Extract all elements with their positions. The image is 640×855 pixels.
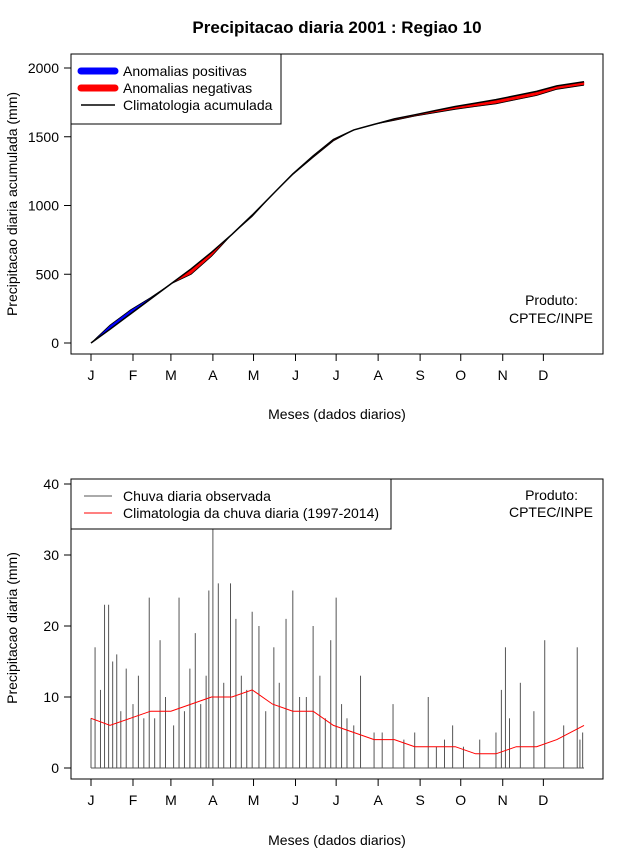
bottom-y-tick-label: 20: [43, 618, 59, 634]
bottom-x-tick-label: J: [292, 792, 299, 808]
daily-climatology-line: [91, 690, 584, 754]
bottom-x-tick-label: A: [208, 792, 218, 808]
top-annotation-line1: Produto:: [525, 292, 578, 308]
bottom-x-tick-label: S: [415, 792, 424, 808]
bottom-x-tick-label: O: [455, 792, 466, 808]
legend-positive-label: Anomalias positivas: [123, 63, 247, 79]
bottom-y-tick-label: 40: [43, 476, 59, 492]
top-annotation-line2: CPTEC/INPE: [509, 310, 593, 326]
top-x-tick-label: S: [415, 367, 424, 383]
bottom-y-tick-label: 30: [43, 547, 59, 563]
bottom-legend: Chuva diaria observada Climatologia da c…: [71, 479, 391, 529]
top-y-tick-label: 1000: [28, 198, 59, 214]
legend-daily-climatology-label: Climatologia da chuva diaria (1997-2014): [123, 505, 379, 521]
top-y-axis-label: Precipitacao diaria acumulada (mm): [4, 92, 20, 316]
bottom-annotation-line1: Produto:: [525, 487, 578, 503]
top-x-tick-label: J: [333, 367, 340, 383]
legend-observed-label: Chuva diaria observada: [123, 488, 271, 504]
bottom-x-tick-label: J: [333, 792, 340, 808]
bottom-x-tick-label: N: [498, 792, 508, 808]
top-x-tick-label: F: [129, 367, 138, 383]
top-legend: Anomalias positivas Anomalias negativas …: [71, 54, 281, 124]
bottom-x-tick-label: J: [88, 792, 95, 808]
top-y-tick-label: 500: [36, 266, 60, 282]
top-x-tick-label: O: [455, 367, 466, 383]
top-x-tick-label: D: [538, 367, 548, 383]
bottom-annotation-line2: CPTEC/INPE: [509, 504, 593, 520]
top-x-tick-label: J: [88, 367, 95, 383]
top-x-tick-label: M: [248, 367, 260, 383]
top-y-tick-label: 1500: [28, 129, 59, 145]
bottom-x-tick-label: M: [165, 792, 177, 808]
bottom-y-axis: 0 10 20 30 40: [43, 476, 71, 776]
top-x-tick-label: A: [208, 367, 218, 383]
bottom-y-axis-label: Precipitacao diaria (mm): [4, 552, 20, 704]
top-x-tick-label: J: [292, 367, 299, 383]
bottom-x-tick-label: A: [373, 792, 383, 808]
chart-title: Precipitacao diaria 2001 : Regiao 10: [192, 18, 481, 37]
bottom-x-tick-label: F: [129, 792, 138, 808]
top-x-axis-label: Meses (dados diarios): [268, 406, 406, 422]
legend-climatology-label: Climatologia acumulada: [123, 97, 273, 113]
top-x-tick-label: N: [498, 367, 508, 383]
top-y-tick-label: 2000: [28, 60, 59, 76]
bottom-x-tick-label: M: [248, 792, 260, 808]
bottom-y-tick-label: 10: [43, 689, 59, 705]
top-x-tick-label: M: [165, 367, 177, 383]
top-y-tick-label: 0: [51, 335, 59, 351]
bottom-legend-box: [71, 479, 391, 529]
bottom-x-tick-label: D: [538, 792, 548, 808]
bottom-plot-area: [91, 527, 584, 768]
bottom-y-tick-label: 0: [51, 760, 59, 776]
bottom-x-axis-label: Meses (dados diarios): [268, 832, 406, 848]
top-x-tick-label: A: [373, 367, 383, 383]
legend-negative-label: Anomalias negativas: [123, 80, 252, 96]
top-y-axis: 0 500 1000 1500 2000: [28, 60, 71, 351]
